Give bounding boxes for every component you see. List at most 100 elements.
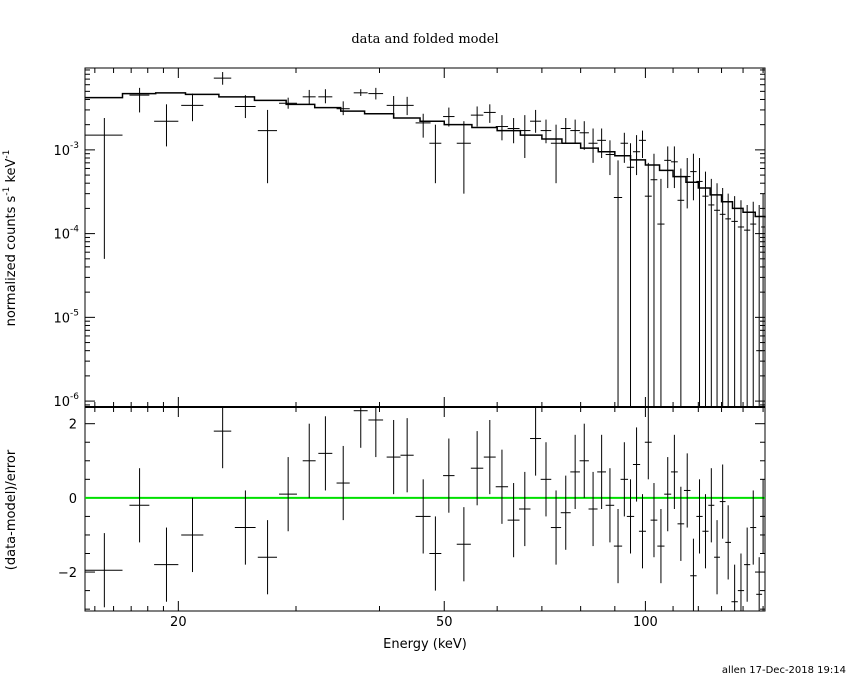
data-point	[456, 121, 471, 194]
residual-point	[644, 407, 652, 480]
footer-timestamp: allen 17-Dec-2018 19:14	[722, 665, 846, 676]
residual-point	[626, 479, 635, 554]
residual-point	[683, 453, 691, 528]
y-tick-label: 10-6	[53, 392, 79, 410]
residual-point	[605, 468, 615, 543]
residual-point	[129, 468, 150, 543]
residual-point	[725, 505, 731, 580]
y-tick-label-exp: -4	[70, 225, 79, 235]
residual-point	[560, 475, 571, 550]
data-point	[708, 178, 715, 407]
data-point	[605, 140, 615, 176]
data-point	[257, 109, 278, 184]
chart-title: data and folded model	[351, 32, 498, 47]
data-point	[400, 96, 414, 116]
residual-point	[429, 516, 442, 591]
residual-point	[456, 507, 471, 582]
x-tick-label: 20	[170, 615, 187, 630]
residual-point	[353, 407, 368, 448]
residual-point	[318, 416, 333, 491]
data-point	[443, 107, 455, 127]
data-point	[336, 101, 350, 116]
residual-point	[234, 490, 256, 565]
data-point	[696, 157, 703, 407]
residual-point	[368, 407, 384, 458]
x-tick-label: 50	[436, 615, 453, 630]
residual-point	[550, 490, 562, 565]
y-tick-label-base: 10	[53, 395, 70, 410]
residual-point	[336, 445, 350, 521]
data-point	[702, 171, 709, 407]
residual-point	[714, 520, 720, 595]
data-point	[761, 193, 765, 407]
data-point	[638, 130, 646, 158]
residual-point	[470, 431, 484, 506]
residual-point	[613, 509, 623, 584]
residual-point	[650, 483, 658, 558]
data-point	[613, 160, 623, 407]
residual-point	[579, 423, 589, 498]
residual-point	[708, 468, 715, 543]
x-tick-label: 100	[633, 615, 658, 630]
top-y-axis-label-exp1: -1	[2, 187, 12, 196]
residual-point	[570, 434, 580, 509]
residual-point	[737, 553, 745, 611]
top-y-axis-label-main: normalized counts s	[4, 195, 19, 326]
data-point	[85, 118, 123, 259]
residual-point	[664, 457, 672, 532]
y-tick-label: 0	[69, 492, 77, 507]
data-point	[725, 193, 731, 407]
data-point	[690, 153, 697, 201]
y-tick-label: 2	[69, 418, 77, 433]
residual-point	[530, 407, 542, 476]
y-tick-label-base: 10	[53, 228, 70, 243]
y-tick-label: 10-4	[53, 225, 79, 243]
residual-point	[690, 538, 697, 611]
data-point	[560, 118, 571, 144]
residual-point	[696, 479, 703, 554]
spectrum-frame	[84, 67, 766, 408]
residual-point	[483, 419, 496, 495]
data-point	[588, 128, 598, 163]
data-point	[683, 157, 691, 209]
residual-frame	[84, 406, 766, 612]
residual-point	[279, 457, 297, 532]
data-point	[540, 119, 552, 144]
residual-point	[657, 509, 665, 584]
residual-point	[85, 533, 123, 608]
data-point	[570, 119, 580, 144]
residual-point	[540, 442, 552, 517]
residual-point	[213, 407, 232, 469]
y-tick-label-base: 10	[53, 144, 70, 159]
data-point	[597, 128, 606, 158]
data-point	[368, 87, 384, 100]
residual-point	[731, 564, 738, 611]
data-point	[213, 72, 232, 85]
data-point	[670, 146, 678, 189]
data-point	[644, 162, 652, 407]
residual-point	[495, 449, 509, 524]
x-axis-label: Energy (keV)	[383, 637, 467, 652]
data-point	[579, 121, 589, 150]
data-point	[550, 124, 562, 184]
data-point	[677, 168, 685, 407]
top-y-axis-label-exp2: -1	[2, 150, 12, 159]
y-tick-label-exp: -6	[70, 392, 79, 402]
data-point	[737, 200, 745, 407]
residual-point	[519, 471, 531, 547]
data-point	[519, 115, 531, 158]
residual-point	[744, 527, 751, 602]
residual-point	[670, 434, 678, 509]
residual-point	[597, 434, 606, 509]
data-point	[318, 89, 333, 104]
bottom-y-axis-label: (data-model)/error	[4, 449, 19, 570]
residual-point	[588, 471, 598, 547]
data-point	[386, 95, 401, 117]
data-point	[353, 89, 368, 96]
data-point	[302, 89, 316, 105]
data-point	[626, 143, 635, 407]
residual-point	[632, 427, 641, 502]
data-point	[632, 135, 641, 176]
